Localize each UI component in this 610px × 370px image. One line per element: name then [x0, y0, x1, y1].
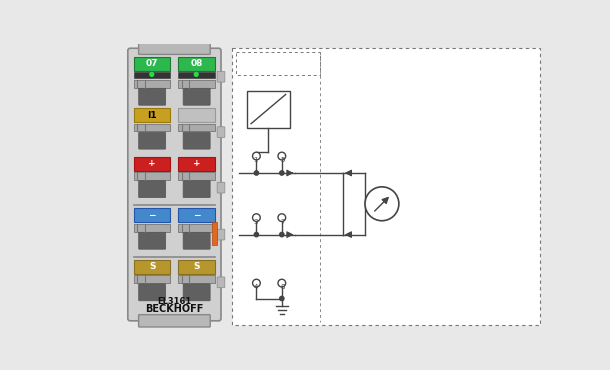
- Bar: [179, 72, 215, 77]
- Circle shape: [278, 279, 285, 287]
- Bar: [134, 208, 170, 222]
- Text: 7: 7: [281, 219, 285, 225]
- Text: S: S: [193, 262, 200, 272]
- Bar: [235, 52, 320, 75]
- Circle shape: [365, 187, 399, 221]
- Bar: [232, 48, 540, 326]
- Text: −: −: [148, 211, 156, 220]
- FancyBboxPatch shape: [217, 71, 225, 82]
- Bar: [247, 91, 290, 128]
- Circle shape: [278, 152, 285, 160]
- Bar: [134, 224, 170, 232]
- Circle shape: [254, 232, 259, 237]
- Bar: [179, 208, 215, 222]
- Bar: [179, 172, 215, 180]
- Circle shape: [253, 279, 260, 287]
- Circle shape: [253, 214, 260, 222]
- Circle shape: [253, 152, 260, 160]
- FancyBboxPatch shape: [128, 48, 221, 321]
- FancyBboxPatch shape: [138, 181, 166, 198]
- Text: 5: 5: [281, 157, 285, 163]
- FancyBboxPatch shape: [138, 232, 166, 249]
- Text: 4: 4: [254, 284, 258, 290]
- Text: +: +: [193, 159, 201, 168]
- Circle shape: [279, 171, 284, 175]
- FancyBboxPatch shape: [183, 132, 210, 149]
- Text: +: +: [148, 159, 156, 168]
- Bar: [179, 260, 215, 274]
- FancyBboxPatch shape: [138, 314, 210, 327]
- Text: 07: 07: [146, 59, 159, 68]
- FancyBboxPatch shape: [138, 284, 166, 301]
- Bar: [212, 222, 217, 245]
- Bar: [134, 124, 170, 131]
- Circle shape: [195, 73, 198, 76]
- Text: 1: 1: [253, 157, 258, 163]
- Text: 3: 3: [253, 219, 258, 225]
- Bar: [134, 157, 170, 171]
- Text: 08: 08: [190, 59, 203, 68]
- FancyBboxPatch shape: [217, 182, 225, 193]
- Bar: [134, 57, 170, 71]
- Circle shape: [279, 232, 284, 237]
- Bar: [179, 108, 215, 122]
- FancyBboxPatch shape: [217, 127, 225, 138]
- FancyBboxPatch shape: [217, 277, 225, 288]
- Bar: [179, 157, 215, 171]
- FancyBboxPatch shape: [183, 232, 210, 249]
- Circle shape: [279, 296, 284, 301]
- FancyBboxPatch shape: [183, 284, 210, 301]
- FancyBboxPatch shape: [138, 88, 166, 105]
- Text: S: S: [149, 262, 156, 272]
- FancyBboxPatch shape: [183, 88, 210, 105]
- Circle shape: [254, 171, 259, 175]
- Text: 8: 8: [281, 284, 285, 290]
- Bar: [179, 275, 215, 283]
- Bar: [134, 108, 170, 122]
- Bar: [134, 275, 170, 283]
- Bar: [134, 80, 170, 88]
- Circle shape: [278, 214, 285, 222]
- Bar: [134, 260, 170, 274]
- Text: I1: I1: [148, 111, 157, 120]
- Bar: [134, 172, 170, 180]
- FancyBboxPatch shape: [217, 229, 225, 240]
- Bar: [179, 57, 215, 71]
- Bar: [179, 224, 215, 232]
- FancyBboxPatch shape: [138, 42, 210, 54]
- Bar: [179, 124, 215, 131]
- Bar: [179, 80, 215, 88]
- Text: EL3161: EL3161: [157, 297, 192, 306]
- FancyBboxPatch shape: [138, 132, 166, 149]
- Bar: [134, 72, 170, 77]
- Text: BECKHOFF: BECKHOFF: [145, 304, 204, 314]
- Text: −: −: [193, 211, 201, 220]
- Circle shape: [150, 73, 154, 76]
- FancyBboxPatch shape: [183, 181, 210, 198]
